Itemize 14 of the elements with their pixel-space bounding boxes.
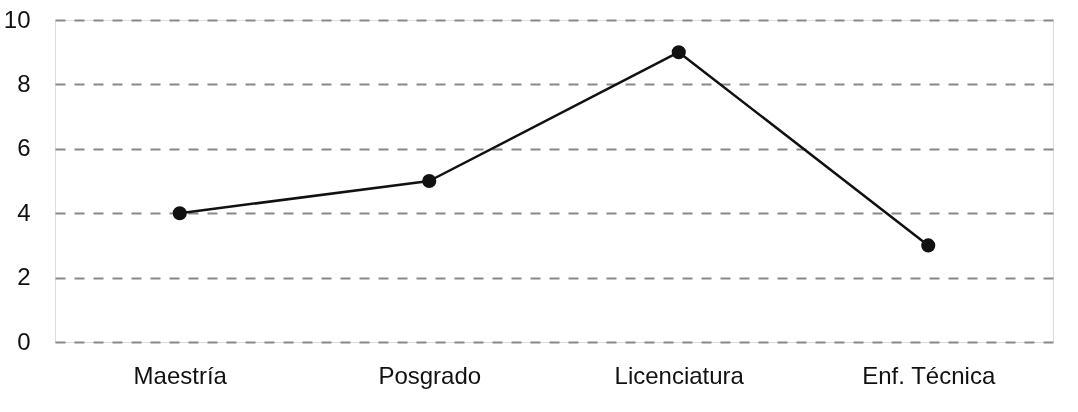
y-tick-label: 2 — [17, 263, 31, 291]
y-tick-label: 8 — [17, 69, 31, 97]
x-tick-label: Enf. Técnica — [862, 361, 996, 389]
y-tick-label: 0 — [17, 327, 31, 355]
point — [422, 173, 437, 189]
y-tick-label: 6 — [17, 134, 31, 162]
y-tick-label: 4 — [17, 198, 31, 226]
y-tick-label: 10 — [3, 5, 31, 33]
x-tick-label: Posgrado — [378, 361, 482, 389]
point — [921, 238, 936, 253]
x-tick-label: Maestría — [133, 361, 228, 389]
x-tick-label: Licenciatura — [614, 361, 745, 389]
point — [172, 206, 187, 221]
point — [671, 45, 686, 60]
